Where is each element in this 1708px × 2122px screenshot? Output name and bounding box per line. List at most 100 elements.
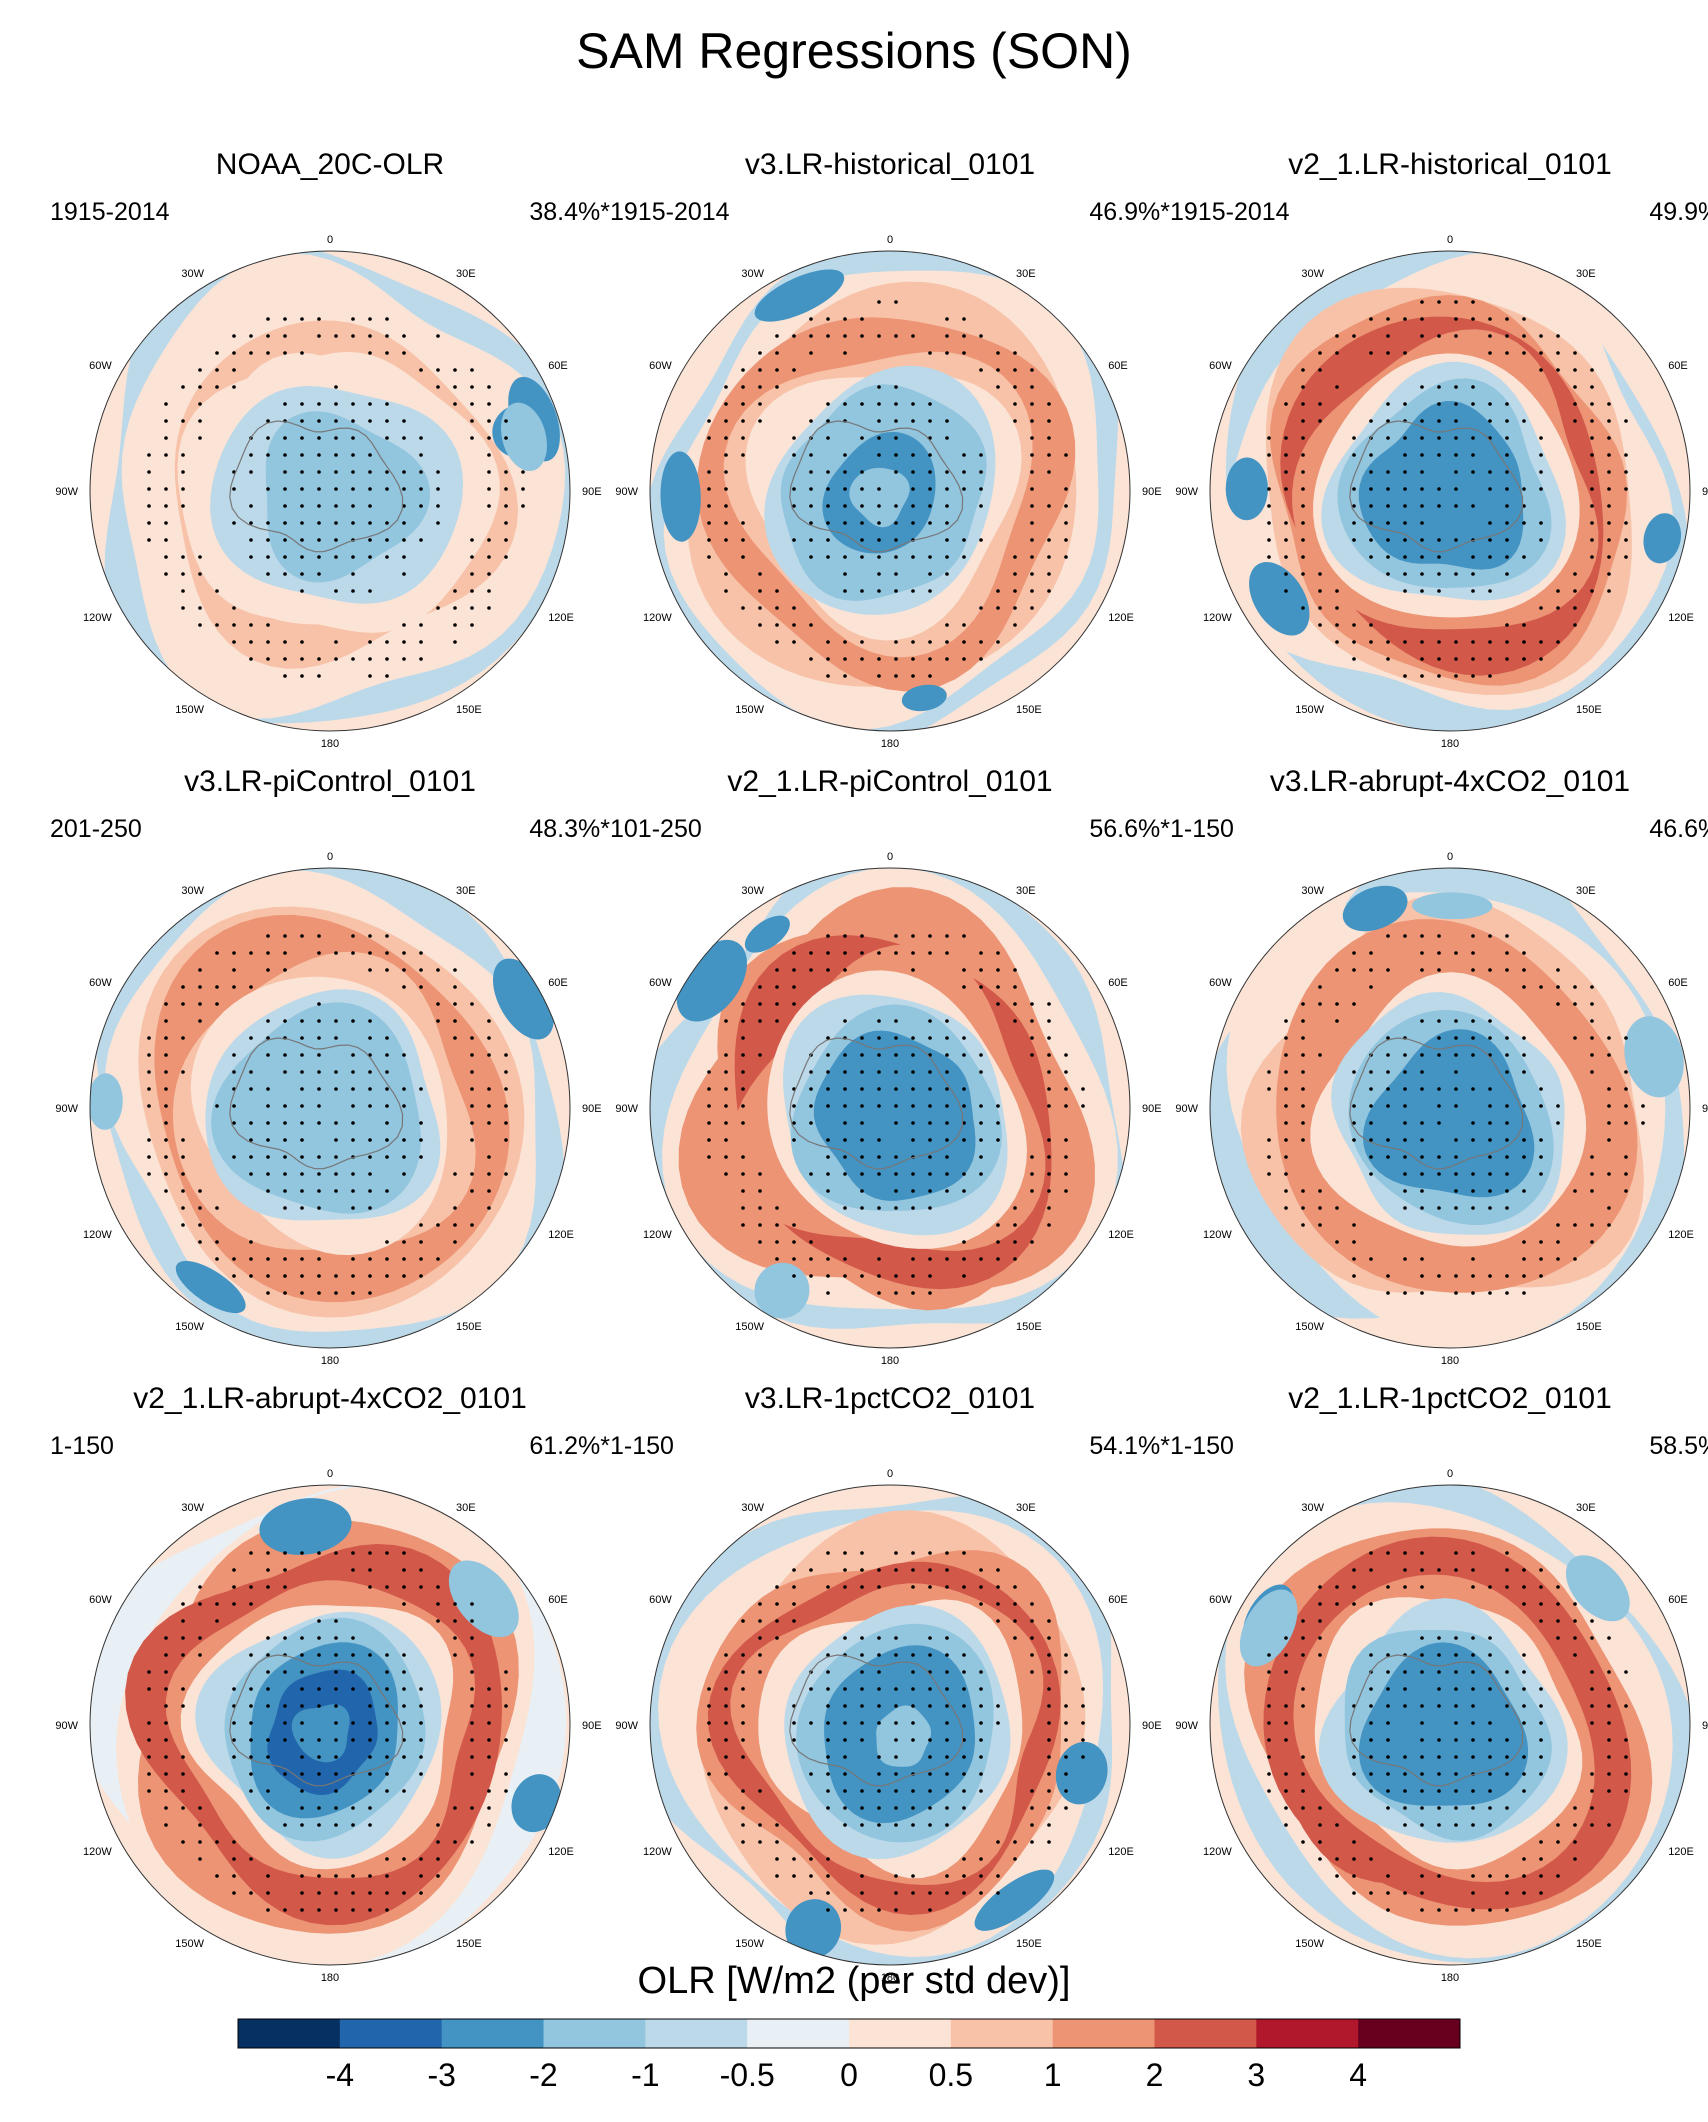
longitude-label: 150E bbox=[1016, 1321, 1042, 1333]
longitude-label: 120E bbox=[548, 1846, 574, 1858]
anomaly-lobe bbox=[1249, 562, 1310, 636]
longitude-label: 30W bbox=[1301, 1502, 1324, 1514]
longitude-label: 30E bbox=[1576, 1502, 1596, 1514]
anomaly-lobe bbox=[744, 915, 790, 953]
polar-map: 0 30E 60E 90E 120E 150E 180 150W 120W 90W 60W 30W bbox=[615, 1468, 1162, 1982]
significance-stipple bbox=[1267, 934, 1645, 1295]
map-boundary bbox=[89, 867, 571, 1349]
longitude-label: 120W bbox=[83, 612, 112, 624]
colorbar-swatch bbox=[543, 2019, 646, 2048]
significance-stipple bbox=[147, 317, 525, 678]
polar-map: 0 30E 60E 90E 120E 150E 180 150W 120W 90W 60W 30W bbox=[615, 234, 1162, 748]
longitude-label: 60E bbox=[1668, 1594, 1688, 1606]
panel-5: v2_1.LR-piControl_0101 101-250 56.6%* 0 30E 6… bbox=[610, 765, 1170, 1365]
colorbar-tick-label: -4 bbox=[326, 2057, 354, 2093]
panel-period: 1-150 bbox=[1170, 1432, 1234, 1460]
anomaly-lobe bbox=[448, 1560, 519, 1638]
colorbar-tick-label: -3 bbox=[427, 2057, 455, 2093]
panel-9: v2_1.LR-1pctCO2_0101 1-150 58.5%* 0 30E 60E 90… bbox=[1170, 1382, 1708, 1982]
longitude-label: 90W bbox=[615, 1720, 638, 1732]
panel-period: 1915-2014 bbox=[1170, 198, 1290, 226]
longitude-label: 150E bbox=[1576, 704, 1602, 716]
longitude-label: 90E bbox=[1702, 1103, 1708, 1115]
longitude-label: 30W bbox=[741, 1502, 764, 1514]
longitude-label: 120E bbox=[1108, 1846, 1134, 1858]
longitude-label: 90E bbox=[1142, 1720, 1162, 1732]
colorbar-tick-label: 3 bbox=[1247, 2057, 1265, 2093]
longitude-label: 180 bbox=[1441, 1972, 1459, 1982]
coastline bbox=[229, 420, 404, 553]
contour-band bbox=[315, 467, 374, 528]
colorbar-tick-label: -0.5 bbox=[720, 2057, 775, 2093]
longitude-label: 90W bbox=[55, 1720, 78, 1732]
longitude-label: 30E bbox=[456, 268, 476, 280]
longitude-label: 60W bbox=[89, 977, 112, 989]
longitude-label: 30E bbox=[456, 885, 476, 897]
polar-map: 0 30E 60E 90E 120E 150E 180 150W 120W 90W 60W 30W bbox=[1175, 851, 1708, 1365]
longitude-label: 120W bbox=[643, 612, 672, 624]
panel-title: v3.LR-abrupt-4xCO2_0101 bbox=[1269, 765, 1631, 798]
anomaly-lobe bbox=[511, 1774, 562, 1833]
longitude-label: 120E bbox=[1108, 1229, 1134, 1241]
map-boundary bbox=[89, 250, 571, 732]
longitude-label: 150W bbox=[1295, 704, 1324, 716]
longitude-label: 120E bbox=[1668, 1846, 1694, 1858]
longitude-label: 30W bbox=[741, 885, 764, 897]
anomaly-lobe bbox=[1411, 892, 1493, 920]
contour-band bbox=[849, 467, 910, 528]
anomaly-lobe bbox=[1055, 1741, 1108, 1805]
longitude-label: 60W bbox=[649, 977, 672, 989]
longitude-label: 90W bbox=[615, 1103, 638, 1115]
contour-band bbox=[291, 1704, 350, 1763]
longitude-label: 150W bbox=[175, 704, 204, 716]
longitude-label: 120E bbox=[1668, 1229, 1694, 1241]
panel-title: v3.LR-1pctCO2_0101 bbox=[744, 1382, 1036, 1415]
coastline bbox=[789, 1037, 964, 1170]
panel-period: 1-150 bbox=[610, 1432, 674, 1460]
longitude-label: 30E bbox=[1576, 885, 1596, 897]
longitude-label: 30E bbox=[1016, 885, 1036, 897]
contour-band bbox=[1423, 1094, 1483, 1156]
colorbar-swatch bbox=[1358, 2019, 1461, 2048]
longitude-label: 150E bbox=[1576, 1321, 1602, 1333]
panel-period: 1915-2014 bbox=[50, 198, 170, 226]
longitude-label: 120W bbox=[1203, 1229, 1232, 1241]
contour-band bbox=[1414, 463, 1473, 521]
longitude-label: 90E bbox=[582, 486, 602, 498]
polar-map: 0 30E 60E 90E 120E 150E 180 150W 120W 90W 60W 30W bbox=[55, 1468, 602, 1982]
longitude-label: 150W bbox=[175, 1321, 204, 1333]
panel-2: v3.LR-historical_0101 1915-2014 46.9%* 0 30E… bbox=[610, 148, 1170, 748]
longitude-label: 120W bbox=[83, 1229, 112, 1241]
colorbar-tick-label: 2 bbox=[1146, 2057, 1164, 2093]
contour-band bbox=[1412, 1704, 1470, 1766]
coastline bbox=[229, 1654, 404, 1787]
panel-variance: 38.4%* bbox=[529, 198, 610, 226]
panel-variance: 61.2%* bbox=[529, 1432, 610, 1460]
longitude-label: 90W bbox=[1175, 1720, 1198, 1732]
longitude-label: 30E bbox=[1016, 1502, 1036, 1514]
anomaly-lobe bbox=[259, 1498, 352, 1555]
coastline bbox=[1349, 1654, 1524, 1787]
longitude-label: 90E bbox=[582, 1720, 602, 1732]
colorbar-swatch bbox=[1256, 2019, 1359, 2048]
figure-title: SAM Regressions (SON) bbox=[576, 23, 1132, 79]
anomaly-lobe bbox=[660, 451, 701, 542]
longitude-label: 120E bbox=[1108, 612, 1134, 624]
longitude-label: 120E bbox=[1668, 612, 1694, 624]
panel-period: 1-150 bbox=[1170, 815, 1234, 843]
longitude-label: 90E bbox=[1702, 1720, 1708, 1732]
significance-stipple bbox=[1267, 300, 1628, 678]
panel-4: v3.LR-piControl_0101 201-250 48.3%* 0 30E 60E… bbox=[50, 765, 610, 1365]
significance-stipple bbox=[707, 300, 1068, 678]
longitude-label: 60E bbox=[1108, 360, 1128, 372]
colorbar-tick-label: -2 bbox=[529, 2057, 557, 2093]
longitude-label: 0 bbox=[327, 1468, 333, 1480]
longitude-label: 60E bbox=[548, 360, 568, 372]
longitude-label: 30W bbox=[1301, 885, 1324, 897]
longitude-label: 90E bbox=[1142, 486, 1162, 498]
longitude-label: 60E bbox=[548, 1594, 568, 1606]
longitude-label: 60W bbox=[1209, 360, 1232, 372]
colorbar-swatch bbox=[441, 2019, 544, 2048]
polar-map: 0 30E 60E 90E 120E 150E 180 150W 120W 90W 60W 30W bbox=[615, 851, 1161, 1365]
longitude-label: 120E bbox=[548, 1229, 574, 1241]
